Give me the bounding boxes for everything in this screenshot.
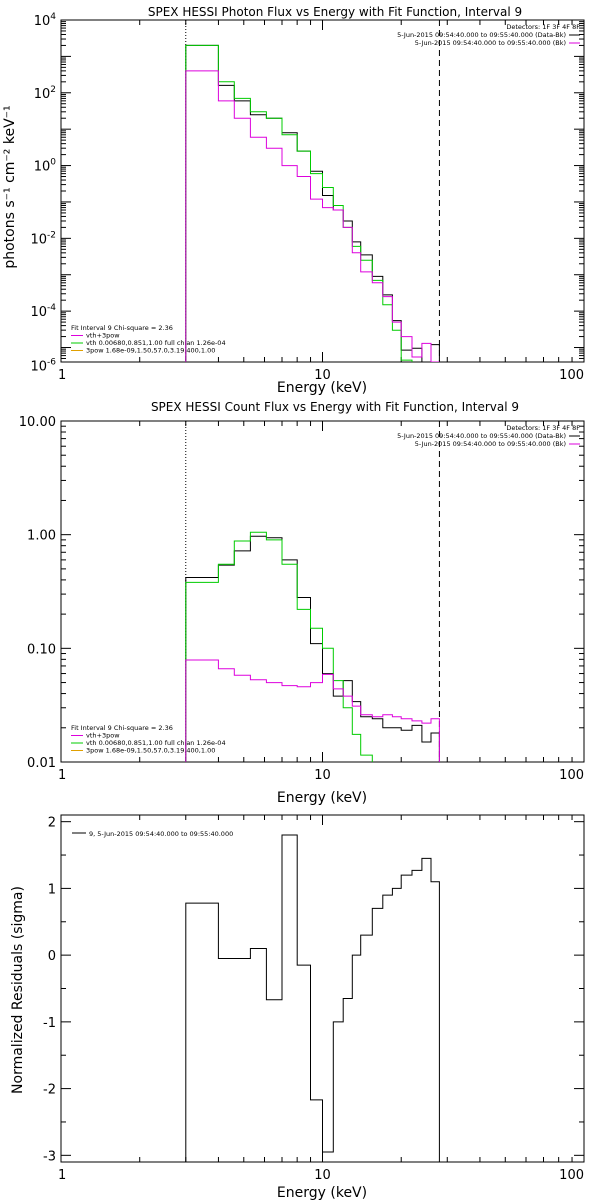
photon-flux-title: SPEX HESSI Photon Flux vs Energy with Fi… [148, 5, 522, 19]
count-flux-xtick-label: 100 [559, 768, 584, 783]
count-flux-ytick-label: 0.01 [27, 756, 56, 771]
count-flux-xtick-label: 10 [314, 768, 331, 783]
photon-flux-ytick-label: 102 [34, 85, 56, 102]
photon-flux-ytick-label: 10-6 [30, 358, 56, 375]
count-flux-series-1 [185, 531, 440, 762]
residuals-ytick-label: 1 [48, 882, 56, 897]
photon-flux-panel: SPEX HESSI Photon Flux vs Energy with Fi… [2, 5, 585, 396]
count-flux-ytick-label: 0.10 [27, 642, 56, 657]
count-flux-ytick-label: 1.00 [27, 529, 56, 544]
photon-flux-ytick-label: 100 [34, 158, 57, 175]
count-flux-legend-entry: vth+3pow [86, 732, 120, 740]
residuals-ylabel: Normalized Residuals (sigma) [10, 886, 26, 1094]
count-flux-detectors-label: Detectors: 1F 3F 4F 8F [506, 424, 580, 432]
residuals-xtick-label: 10 [314, 1168, 331, 1183]
residuals-ytick-label: -3 [43, 1149, 56, 1164]
photon-flux-xtick-label: 10 [314, 368, 331, 383]
photon-flux-ylabel: photons s⁻¹ cm⁻² keV⁻¹ [2, 105, 18, 268]
count-flux-legend-heading: Fit Interval 9 Chi-square = 2.36 [71, 724, 173, 732]
residuals-ytick-label: 0 [48, 949, 56, 964]
residuals-panel: Energy (keV) Normalized Residuals (sigma… [10, 814, 585, 1200]
photon-flux-legend-entry: vth+3pow [86, 332, 120, 340]
count-flux-interval-label: 5-Jun-2015 09:54:40.000 to 09:55:40.000 … [415, 440, 566, 448]
photon-flux-legend-entry: vth 0.00680,0.851,1.00 full chian 1.26e-… [86, 339, 226, 347]
photon-flux-interval-label: 5-Jun-2015 09:54:40.000 to 09:55:40.000 … [397, 31, 566, 39]
photon-flux-ytick-label: 10-4 [30, 303, 56, 320]
count-flux-xlabel: Energy (keV) [277, 790, 367, 806]
count-flux-frame [60, 420, 585, 763]
count-flux-panel: SPEX HESSI Count Flux vs Energy with Fit… [19, 400, 585, 806]
count-flux-ytick-label: 10.00 [19, 415, 56, 430]
count-flux-legend-entry: vth 0.00680,0.851,1.00 full chian 1.26e-… [86, 739, 226, 747]
residuals-xtick-label: 100 [559, 1168, 584, 1183]
photon-flux-ytick-label: 104 [34, 12, 57, 29]
residuals-xlabel: Energy (keV) [277, 1185, 367, 1200]
residuals-ytick-label: -1 [43, 1016, 56, 1031]
count-flux-series-2 [185, 659, 440, 762]
residuals-ytick-label: -2 [43, 1083, 56, 1098]
photon-flux-series-1 [185, 44, 440, 362]
residuals-legend-label: 9, 5-Jun-2015 09:54:40.000 to 09:55:40.0… [89, 830, 233, 838]
photon-flux-xlabel: Energy (keV) [277, 380, 367, 396]
photon-flux-xtick-label: 100 [559, 368, 584, 383]
photon-flux-detectors-label: Detectors: 1F 3F 4F 8F [506, 23, 580, 31]
count-flux-interval-label: 5-Jun-2015 09:54:40.000 to 09:55:40.000 … [397, 432, 566, 440]
count-flux-legend-entry: 3pow 1.68e-09,1.50,57.0,3.19,400,1.00 [86, 747, 215, 755]
photon-flux-xtick-label: 1 [58, 368, 66, 383]
residuals-series-0 [185, 834, 440, 1162]
count-flux-legend: Fit Interval 9 Chi-square = 2.36vth+3pow… [71, 724, 226, 755]
count-flux-series-0 [185, 535, 440, 762]
residuals-ytick-label: 2 [48, 816, 56, 831]
photon-flux-interval-label: 5-Jun-2015 09:54:40.000 to 09:55:40.000 … [415, 39, 566, 47]
photon-flux-ytick-label: 10-2 [30, 230, 56, 247]
photon-flux-legend-entry: 3pow 1.68e-09,1.50,57.0,3.19,400,1.00 [86, 347, 215, 355]
count-flux-title: SPEX HESSI Count Flux vs Energy with Fit… [151, 400, 519, 414]
photon-flux-series-2 [185, 70, 440, 362]
photon-flux-legend: Fit Interval 9 Chi-square = 2.36vth+3pow… [71, 324, 226, 355]
photon-flux-legend-heading: Fit Interval 9 Chi-square = 2.36 [71, 324, 173, 332]
residuals-xtick-label: 1 [58, 1168, 66, 1183]
count-flux-xtick-label: 1 [58, 768, 66, 783]
photon-flux-series-0 [185, 44, 440, 362]
